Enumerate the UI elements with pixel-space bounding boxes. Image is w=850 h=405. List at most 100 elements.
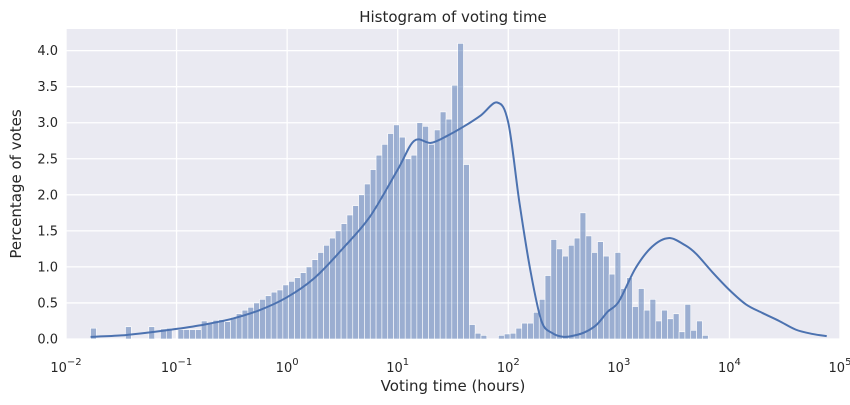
histogram-bar <box>270 291 278 340</box>
histogram-bar <box>329 237 336 340</box>
histogram-bar <box>684 304 692 340</box>
histogram-bar <box>573 237 581 340</box>
y-tick-label: 1.5 <box>37 224 58 239</box>
histogram-bar <box>305 266 313 340</box>
x-axis-label: Voting time (hours) <box>381 377 526 395</box>
y-tick-label: 4.0 <box>37 44 58 59</box>
histogram-bar <box>364 183 371 340</box>
histogram-bar <box>404 158 412 340</box>
y-axis-label: Percentage of votes <box>7 109 25 259</box>
histogram-bar <box>515 327 523 340</box>
histogram-bar <box>579 212 587 340</box>
histogram-bar <box>550 239 558 340</box>
histogram-bar <box>288 281 295 340</box>
histogram-bar <box>253 302 260 340</box>
histogram-bar <box>614 252 622 340</box>
x-tick-label: 105 <box>829 357 850 376</box>
histogram-bar <box>521 322 528 340</box>
histogram-bar <box>369 169 377 340</box>
histogram-bar <box>311 259 319 340</box>
histogram-bar <box>597 241 604 340</box>
histogram-bar <box>509 332 517 340</box>
histogram-bar <box>393 124 400 340</box>
histogram-bar <box>265 295 272 340</box>
histogram-bar <box>323 244 330 340</box>
histogram-bar <box>498 335 505 340</box>
x-tick-label: 100 <box>276 357 299 376</box>
histogram-bar <box>661 309 668 340</box>
histogram-bar <box>399 136 406 340</box>
histogram-bar <box>125 326 132 340</box>
histogram-bar <box>649 299 657 340</box>
histogram-bar <box>282 284 289 340</box>
histogram-bar <box>474 332 482 340</box>
histogram-bar <box>678 331 686 340</box>
x-tick-label: 103 <box>607 357 630 376</box>
histogram-bar <box>387 133 394 340</box>
x-tick-label: 102 <box>497 357 520 376</box>
histogram-bar <box>428 144 435 340</box>
histogram-bar <box>667 318 674 340</box>
histogram-bar <box>294 277 301 340</box>
histogram-bar <box>672 313 680 340</box>
histogram-bar <box>422 126 429 340</box>
histogram-bar <box>346 214 354 340</box>
histogram-bar <box>451 84 458 340</box>
histogram-bar <box>702 335 709 340</box>
x-tick-label: 10−2 <box>50 357 81 376</box>
histogram-bar <box>439 111 447 340</box>
y-tick-label: 0.5 <box>37 296 58 311</box>
histogram-bar <box>340 223 348 340</box>
y-tick-label: 2.0 <box>37 188 58 203</box>
y-tick-label: 2.5 <box>37 152 58 167</box>
histogram-bar <box>463 164 470 340</box>
histogram-bar <box>206 322 214 340</box>
histogram-bar <box>195 329 202 340</box>
histogram-bar <box>503 333 511 340</box>
histogram-bar <box>259 299 266 340</box>
histogram-bar <box>445 118 453 340</box>
histogram-bar <box>527 322 534 340</box>
histogram-bar <box>317 252 324 340</box>
histogram-bar <box>276 289 284 340</box>
histogram-bar <box>416 122 423 340</box>
y-tick-label: 1.0 <box>37 260 58 275</box>
histogram-bar <box>300 272 307 340</box>
histogram-bar <box>562 255 569 340</box>
histogram-bar <box>626 277 633 340</box>
y-tick-label: 0.0 <box>37 333 58 348</box>
histogram-bar <box>165 327 173 340</box>
histogram-bar <box>655 320 662 340</box>
histogram-bar <box>469 324 476 340</box>
histogram-bar <box>177 329 185 340</box>
x-tick-label: 101 <box>386 357 409 376</box>
x-tick-label: 10−1 <box>161 357 192 376</box>
y-tick-label: 3.0 <box>37 116 58 131</box>
histogram-bar <box>375 154 383 340</box>
chart-title: Histogram of voting time <box>359 8 547 26</box>
histogram-bar <box>410 154 418 340</box>
histogram-bar <box>556 248 563 340</box>
x-axis-ticks: 10−2 10−1 100 101 102 103 104 105 <box>50 357 850 376</box>
x-tick-label: 104 <box>718 357 741 376</box>
histogram-bar <box>352 205 359 340</box>
histogram-bar <box>381 144 389 340</box>
histogram-bar <box>189 329 196 340</box>
histogram-bar <box>90 327 97 340</box>
histogram-bar <box>568 244 575 340</box>
kde-curve <box>90 101 827 338</box>
histogram-bar <box>334 230 342 340</box>
histogram-bar <box>457 43 464 340</box>
histogram-bar <box>224 321 231 340</box>
histogram-bar <box>230 317 237 340</box>
histogram-bar <box>603 255 610 340</box>
histogram-bar <box>533 312 540 340</box>
histogram-bar <box>643 309 651 340</box>
y-axis-ticks: 0.0 0.5 1.0 1.5 2.0 2.5 3.0 3.5 4.0 <box>37 44 58 347</box>
histogram-bar <box>358 194 365 340</box>
histogram-bar <box>632 306 639 340</box>
histogram-bar <box>480 335 488 340</box>
histogram-bar <box>183 329 190 340</box>
histogram-bar <box>637 288 645 340</box>
